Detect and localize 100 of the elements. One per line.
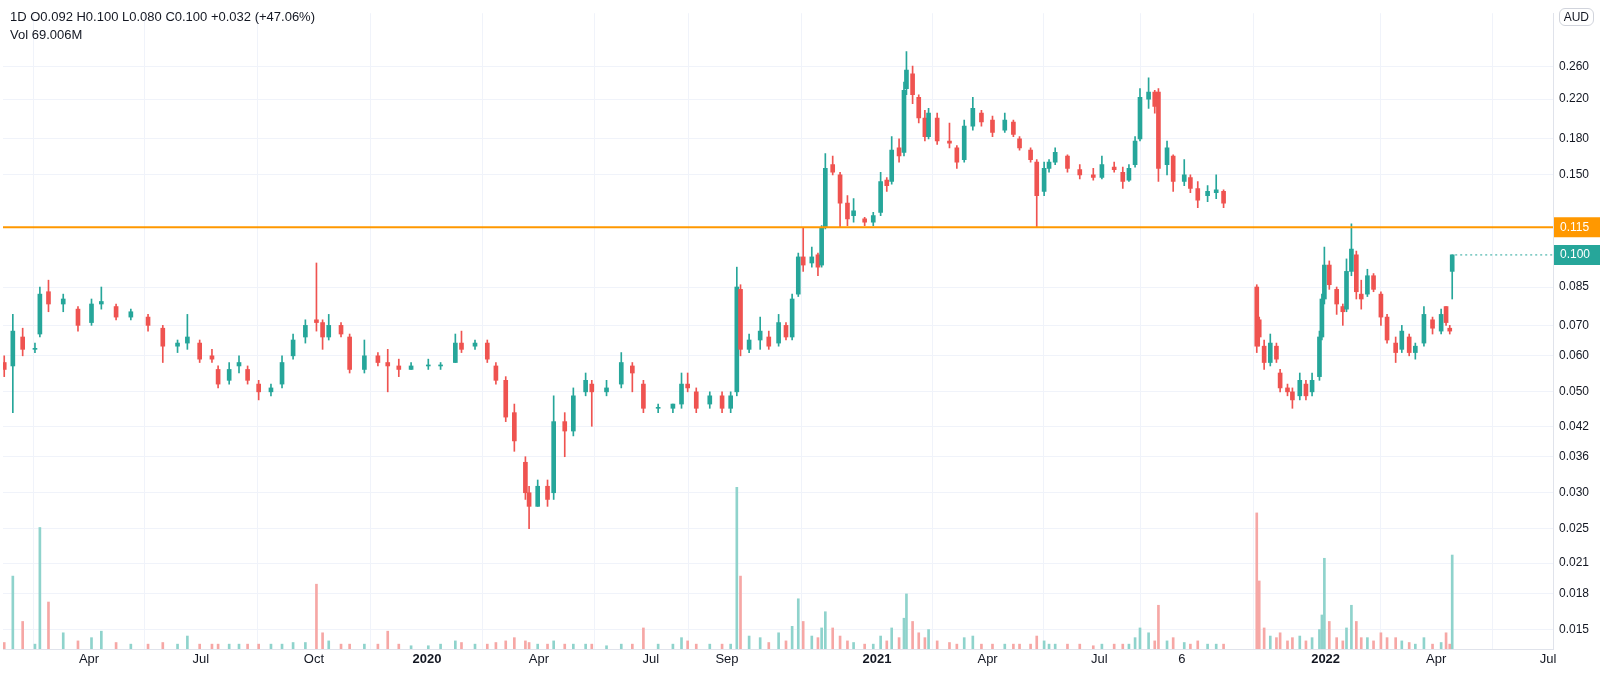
x-tick-label: Apr [78, 651, 100, 667]
bar [739, 575, 742, 649]
bar [454, 640, 457, 649]
bar [186, 635, 189, 649]
bar [397, 643, 401, 649]
bar [1182, 642, 1186, 649]
candlestick [1090, 168, 1096, 181]
bar [1196, 640, 1200, 649]
bar [90, 637, 93, 649]
bar [1078, 643, 1082, 649]
bar [1157, 604, 1160, 649]
y-tick-label: 0.260 [1559, 58, 1590, 73]
bar [935, 640, 939, 649]
bar [327, 640, 331, 649]
bar [1298, 635, 1302, 649]
bar [1268, 635, 1272, 649]
bar [1359, 637, 1363, 649]
y-tick-label: 0.070 [1559, 317, 1590, 332]
bar [3, 642, 6, 649]
y-tick-label: 0.060 [1559, 348, 1590, 363]
bar [1327, 621, 1331, 649]
bar [572, 643, 575, 649]
bar [962, 637, 966, 649]
bar [1341, 640, 1345, 649]
bar [1407, 642, 1411, 649]
candlestick [1181, 159, 1187, 186]
y-tick-label: 0.036 [1559, 449, 1590, 464]
bar [1255, 512, 1259, 649]
bar [863, 643, 866, 649]
bar [1029, 643, 1032, 649]
y-tick-label: 0.150 [1559, 167, 1590, 182]
x-tick-label: Jul [642, 651, 660, 667]
y-tick-label: 0.018 [1559, 585, 1590, 600]
bar [1206, 643, 1209, 649]
bar [1450, 554, 1454, 649]
x-tick-label: Sep [715, 651, 739, 667]
bar [948, 642, 951, 649]
bar [198, 643, 201, 649]
bar [315, 583, 318, 649]
annotation: Vol 69.006M [10, 26, 84, 44]
candlestick [396, 358, 402, 377]
y-axis-title: AUD [1558, 8, 1594, 26]
bar [161, 642, 165, 649]
bar [363, 643, 366, 649]
bar [1091, 645, 1095, 649]
y-tick-label: 0.025 [1559, 521, 1590, 536]
y-tick-label: 0.015 [1559, 621, 1590, 636]
bar [852, 642, 855, 649]
bar [890, 627, 894, 649]
bar [1414, 643, 1417, 649]
bar [348, 643, 351, 649]
x-tick-label: Apr [528, 651, 550, 667]
x-tick-label: 2020 [412, 651, 442, 667]
bar [1003, 643, 1007, 649]
bar [823, 611, 827, 649]
bar [911, 621, 914, 649]
y-tick-label: 0.180 [1559, 131, 1590, 146]
bar [1400, 640, 1404, 649]
bar [694, 643, 698, 649]
bar [980, 643, 983, 649]
ref-line-label: 0.115 [1560, 219, 1590, 234]
bar [1053, 643, 1057, 649]
bar [227, 643, 231, 649]
x-tick-label: Apr [977, 651, 999, 667]
bar [485, 643, 489, 649]
bar [777, 632, 780, 649]
bar [680, 637, 683, 649]
bar [708, 643, 712, 649]
bar [642, 627, 645, 649]
bar [1112, 643, 1116, 649]
bar [1335, 637, 1338, 649]
bar [1171, 637, 1175, 649]
bar [584, 643, 587, 649]
bar [605, 645, 608, 649]
x-tick-label: 2022 [1311, 651, 1341, 667]
bar [546, 643, 549, 649]
bar [47, 601, 50, 649]
bar [1121, 643, 1125, 649]
bar [1291, 637, 1294, 649]
bar [927, 629, 930, 649]
bar [686, 640, 689, 649]
bar [321, 632, 324, 649]
bar [504, 640, 508, 649]
bar [846, 640, 849, 649]
x-tick-label: 6 [1178, 651, 1186, 667]
bar [619, 643, 623, 649]
x-tick-label: Jul [1091, 651, 1108, 667]
bar [885, 640, 889, 649]
bar [513, 637, 516, 649]
bar [1355, 621, 1358, 649]
bar [1012, 643, 1015, 649]
bar [246, 643, 249, 649]
candlestick [562, 412, 568, 458]
bar [176, 643, 179, 649]
bar [971, 635, 975, 649]
bar [536, 643, 540, 649]
bar [1286, 640, 1289, 649]
bar [1189, 643, 1192, 649]
bar [796, 598, 800, 649]
bar [729, 643, 733, 649]
